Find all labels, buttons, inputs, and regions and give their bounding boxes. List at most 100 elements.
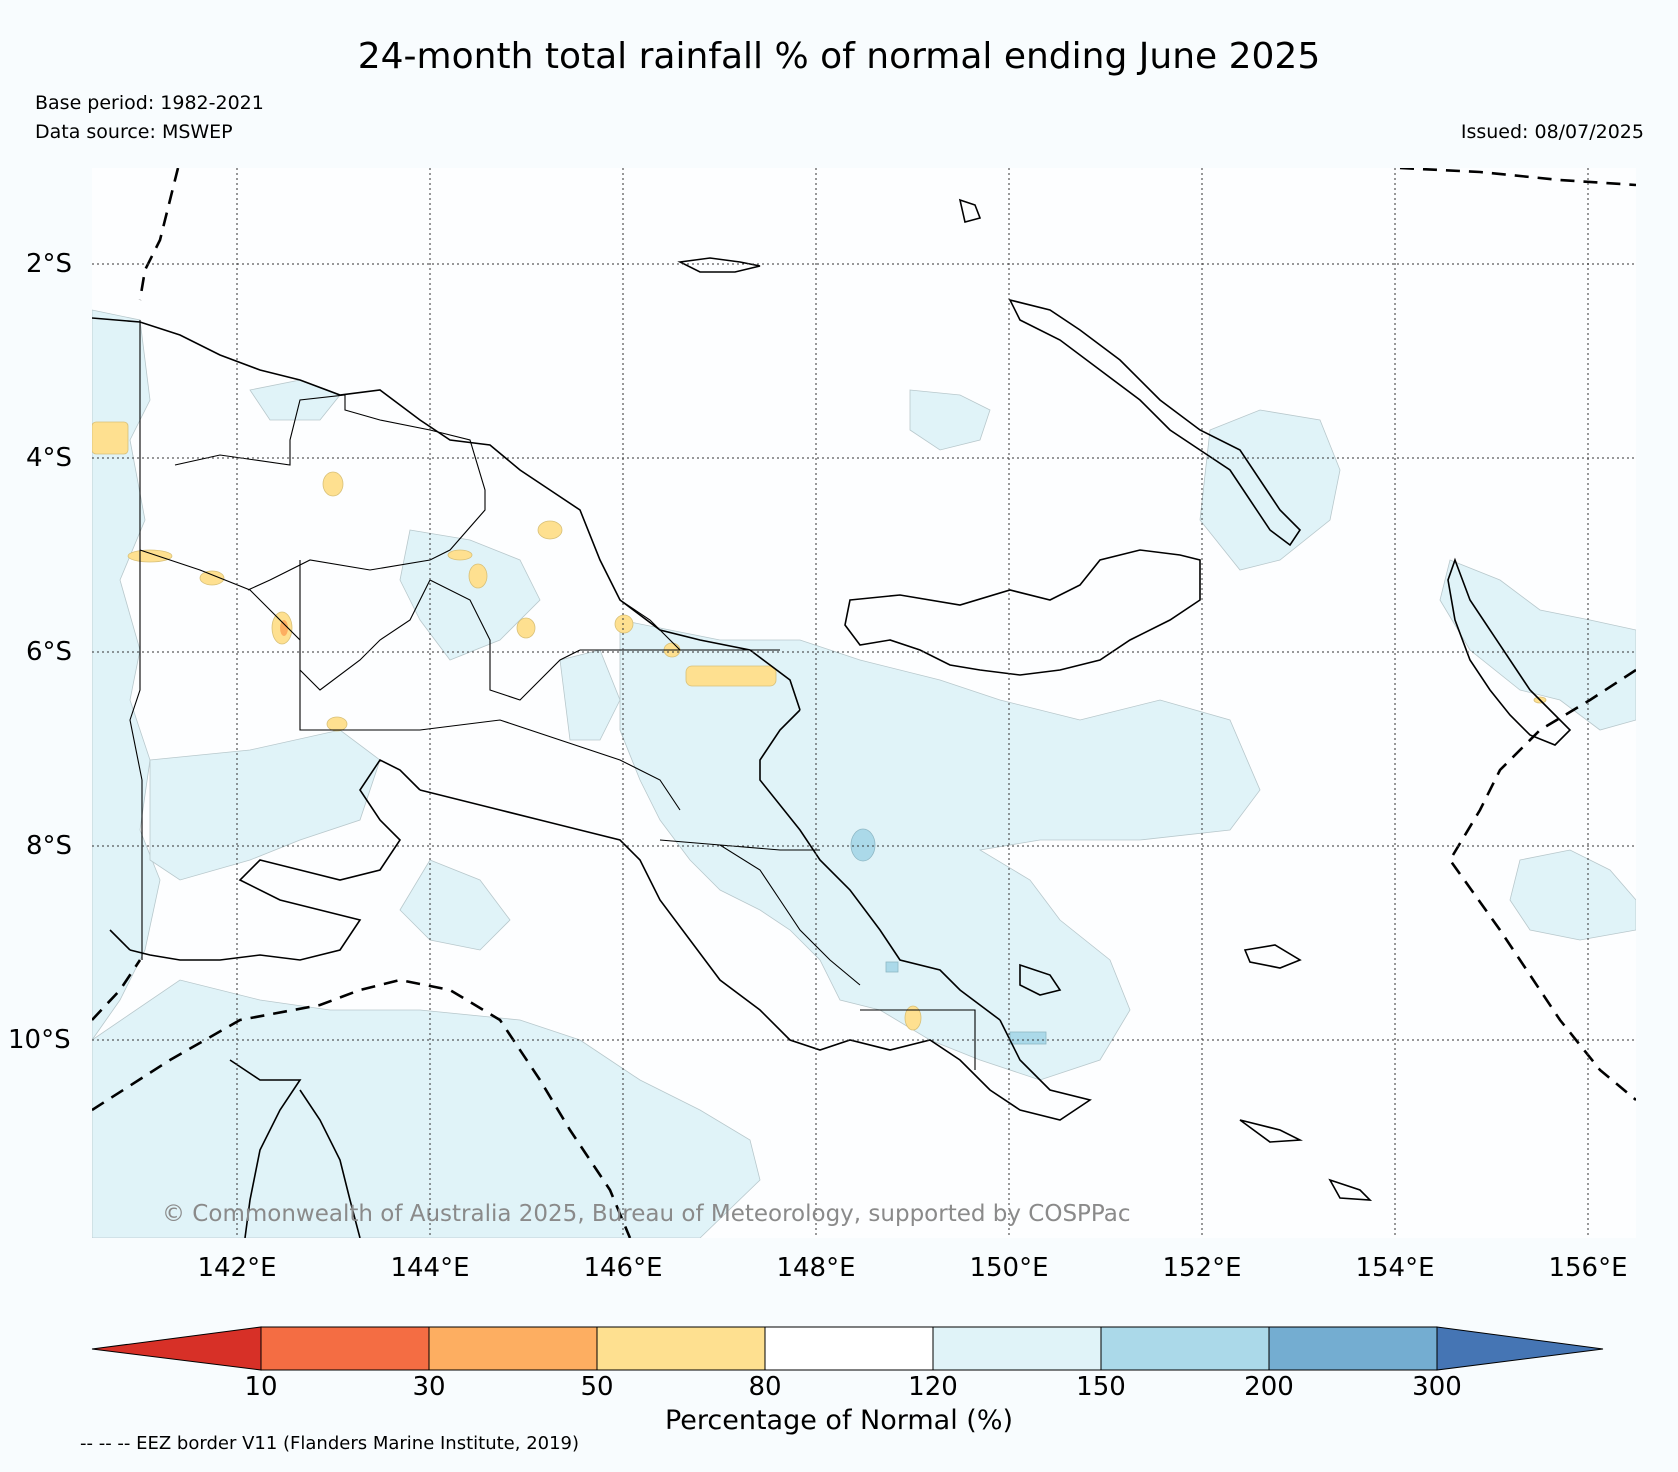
anomaly-region-new-ireland bbox=[1199, 409, 1341, 571]
colorbar-segment-80-120 bbox=[764, 1326, 934, 1371]
coast-woodlark bbox=[1243, 944, 1302, 969]
coast-huon bbox=[759, 709, 1001, 1021]
border-international bbox=[129, 320, 143, 960]
base-period: Base period: 1982-2021 bbox=[35, 92, 264, 114]
anomaly-dry-11 bbox=[685, 665, 777, 687]
colorbar-segment-50-80 bbox=[596, 1326, 766, 1371]
lat-label-8s: 8°S bbox=[26, 831, 73, 861]
anomaly-dry-8 bbox=[516, 617, 536, 639]
colorbar-segment-30-50 bbox=[428, 1326, 598, 1371]
anomaly-dry-2 bbox=[322, 471, 344, 497]
colorbar-tick-10: 10 bbox=[244, 1372, 278, 1402]
map-title: 24-month total rainfall % of normal endi… bbox=[357, 36, 1321, 77]
anomaly-region-north bbox=[249, 379, 341, 421]
border-sepik bbox=[174, 394, 486, 591]
eez-north-west bbox=[138, 168, 180, 301]
anomaly-region-west bbox=[92, 309, 161, 1041]
anomaly-region-east bbox=[1509, 849, 1636, 941]
rainfall-fields bbox=[92, 168, 1636, 1238]
lat-label-4s: 4°S bbox=[26, 443, 73, 473]
colorbar-label: Percentage of Normal (%) bbox=[664, 1405, 1014, 1436]
coast-new-guinea-north bbox=[92, 317, 801, 711]
coast-dentrecasteaux bbox=[1019, 963, 1062, 996]
anomaly-region-bougainville bbox=[1439, 559, 1636, 731]
anomaly-region-central bbox=[619, 619, 1261, 1081]
anomaly-dry-14 bbox=[447, 549, 473, 561]
lon-label-154: 154°E bbox=[1355, 1253, 1435, 1283]
lat-label-10s: 10°S bbox=[8, 1025, 71, 1055]
colorbar-segment-120-150 bbox=[932, 1326, 1102, 1371]
eez-north-east bbox=[1399, 168, 1636, 187]
lon-label-144: 144°E bbox=[390, 1253, 470, 1283]
lon-label-152: 152°E bbox=[1162, 1253, 1242, 1283]
eez-east bbox=[1448, 668, 1636, 1101]
coast-sudest bbox=[1239, 1119, 1303, 1143]
anomaly-dry-13 bbox=[904, 1005, 922, 1031]
lon-label-146: 146°E bbox=[583, 1253, 663, 1283]
border-chimbu bbox=[429, 579, 581, 701]
coast-papuan-south bbox=[419, 789, 1092, 1121]
anomaly-dry-6 bbox=[468, 563, 488, 589]
lon-label-142: 142°E bbox=[197, 1253, 277, 1283]
anomaly-blue-1 bbox=[850, 828, 876, 862]
anomaly-dry-1 bbox=[92, 421, 129, 455]
eez-footnote: -- -- -- EEZ border V11 (Flanders Marine… bbox=[80, 1433, 580, 1454]
coast-cape-york bbox=[299, 1089, 361, 1238]
data-source: Data source: MSWEP bbox=[35, 121, 233, 143]
province-borders bbox=[129, 320, 976, 1070]
colorbar-tick-80: 80 bbox=[748, 1372, 782, 1402]
anomaly-region-southwest-land bbox=[149, 729, 381, 881]
border-gulf bbox=[299, 670, 681, 811]
colorbar-segment-gt300 bbox=[1436, 1326, 1604, 1371]
colorbar-segment-10-30 bbox=[260, 1326, 430, 1371]
eez-borders bbox=[92, 168, 1636, 1238]
colorbar-segment-200-300 bbox=[1268, 1326, 1438, 1371]
anomaly-dry-7 bbox=[614, 614, 634, 634]
colorbar-tick-150: 150 bbox=[1076, 1372, 1126, 1402]
anomaly-dry-3 bbox=[537, 520, 563, 540]
anomaly-dry-12 bbox=[326, 716, 348, 732]
coast-bougainville bbox=[1447, 557, 1572, 746]
colorbar-tick-200: 200 bbox=[1244, 1372, 1294, 1402]
coast-gulf bbox=[129, 758, 421, 961]
graticule bbox=[92, 168, 1636, 1238]
coast-rossel bbox=[1328, 1178, 1373, 1201]
issued-date: Issued: 08/07/2025 bbox=[1460, 121, 1644, 143]
coast-mussau bbox=[958, 198, 982, 223]
coast-torres-strait bbox=[229, 1059, 302, 1238]
anomaly-region-south-central bbox=[399, 859, 511, 951]
lat-label-2s: 2°S bbox=[26, 249, 73, 279]
border-oro bbox=[719, 844, 820, 851]
coast-western-south bbox=[109, 929, 131, 951]
anomaly-dry-4 bbox=[127, 549, 173, 563]
copyright-notice: © Commonwealth of Australia 2025, Bureau… bbox=[162, 1201, 1131, 1227]
coastlines bbox=[92, 198, 1572, 1238]
colorbar-tick-300: 300 bbox=[1412, 1372, 1462, 1402]
anomaly-region-sepik bbox=[399, 529, 541, 661]
lon-label-150: 150°E bbox=[969, 1253, 1049, 1283]
border-milne bbox=[860, 1009, 976, 1070]
lon-label-148: 148°E bbox=[776, 1253, 856, 1283]
coast-manus bbox=[677, 257, 761, 273]
colorbar-tick-120: 120 bbox=[908, 1372, 958, 1402]
colorbar-segment-150-200 bbox=[1100, 1326, 1270, 1371]
coast-new-britain bbox=[844, 549, 1201, 676]
colorbar-tick-30: 30 bbox=[412, 1372, 446, 1402]
anomaly-blue-2 bbox=[1009, 1031, 1047, 1045]
lon-label-156: 156°E bbox=[1548, 1253, 1628, 1283]
anomaly-blue-3 bbox=[885, 961, 899, 973]
anomaly-region-north-island bbox=[909, 389, 991, 451]
colorbar-tick-50: 50 bbox=[580, 1372, 614, 1402]
coast-new-ireland bbox=[1008, 298, 1302, 547]
border-enga bbox=[299, 560, 431, 691]
border-madang bbox=[619, 599, 681, 651]
eez-torres bbox=[92, 959, 142, 1021]
colorbar-segment-lt10 bbox=[91, 1326, 262, 1371]
lat-label-6s: 6°S bbox=[26, 637, 73, 667]
anomaly-orange-1 bbox=[280, 620, 288, 636]
anomaly-region-southwest bbox=[92, 979, 761, 1238]
border-western bbox=[139, 549, 301, 641]
anomaly-dry-5 bbox=[199, 570, 225, 586]
